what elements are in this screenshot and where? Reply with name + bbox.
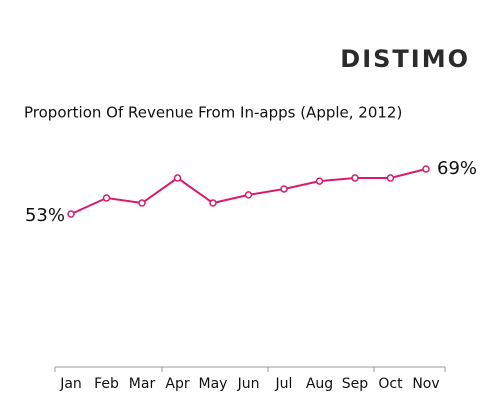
- data-point: [351, 174, 359, 182]
- value-label: 53%: [25, 205, 65, 226]
- data-point: [67, 210, 75, 218]
- data-point: [138, 199, 146, 207]
- x-tick-label: May: [199, 376, 228, 392]
- data-point: [173, 174, 182, 182]
- x-tick-label: Oct: [378, 376, 403, 392]
- x-tick-label: Jul: [275, 376, 293, 392]
- data-point: [244, 191, 253, 199]
- x-tick-label: Nov: [412, 376, 439, 392]
- data-point: [422, 165, 430, 173]
- x-tick-label: Feb: [94, 376, 119, 392]
- data-point: [209, 199, 217, 207]
- data-point: [280, 185, 288, 193]
- value-label: 69%: [437, 158, 477, 179]
- x-tick-label: Apr: [165, 376, 189, 392]
- data-point: [386, 174, 395, 182]
- chart-title: Proportion Of Revenue From In-apps (Appl…: [24, 104, 402, 122]
- x-tick-label: Sep: [342, 376, 369, 392]
- x-tick-label: Jan: [59, 376, 82, 392]
- data-point: [102, 194, 111, 202]
- x-tick-label: Mar: [129, 376, 156, 392]
- x-tick-label: Jun: [237, 376, 260, 392]
- x-tick-label: Aug: [306, 376, 333, 392]
- data-point: [315, 177, 324, 185]
- logo: DISTIMO: [340, 45, 470, 73]
